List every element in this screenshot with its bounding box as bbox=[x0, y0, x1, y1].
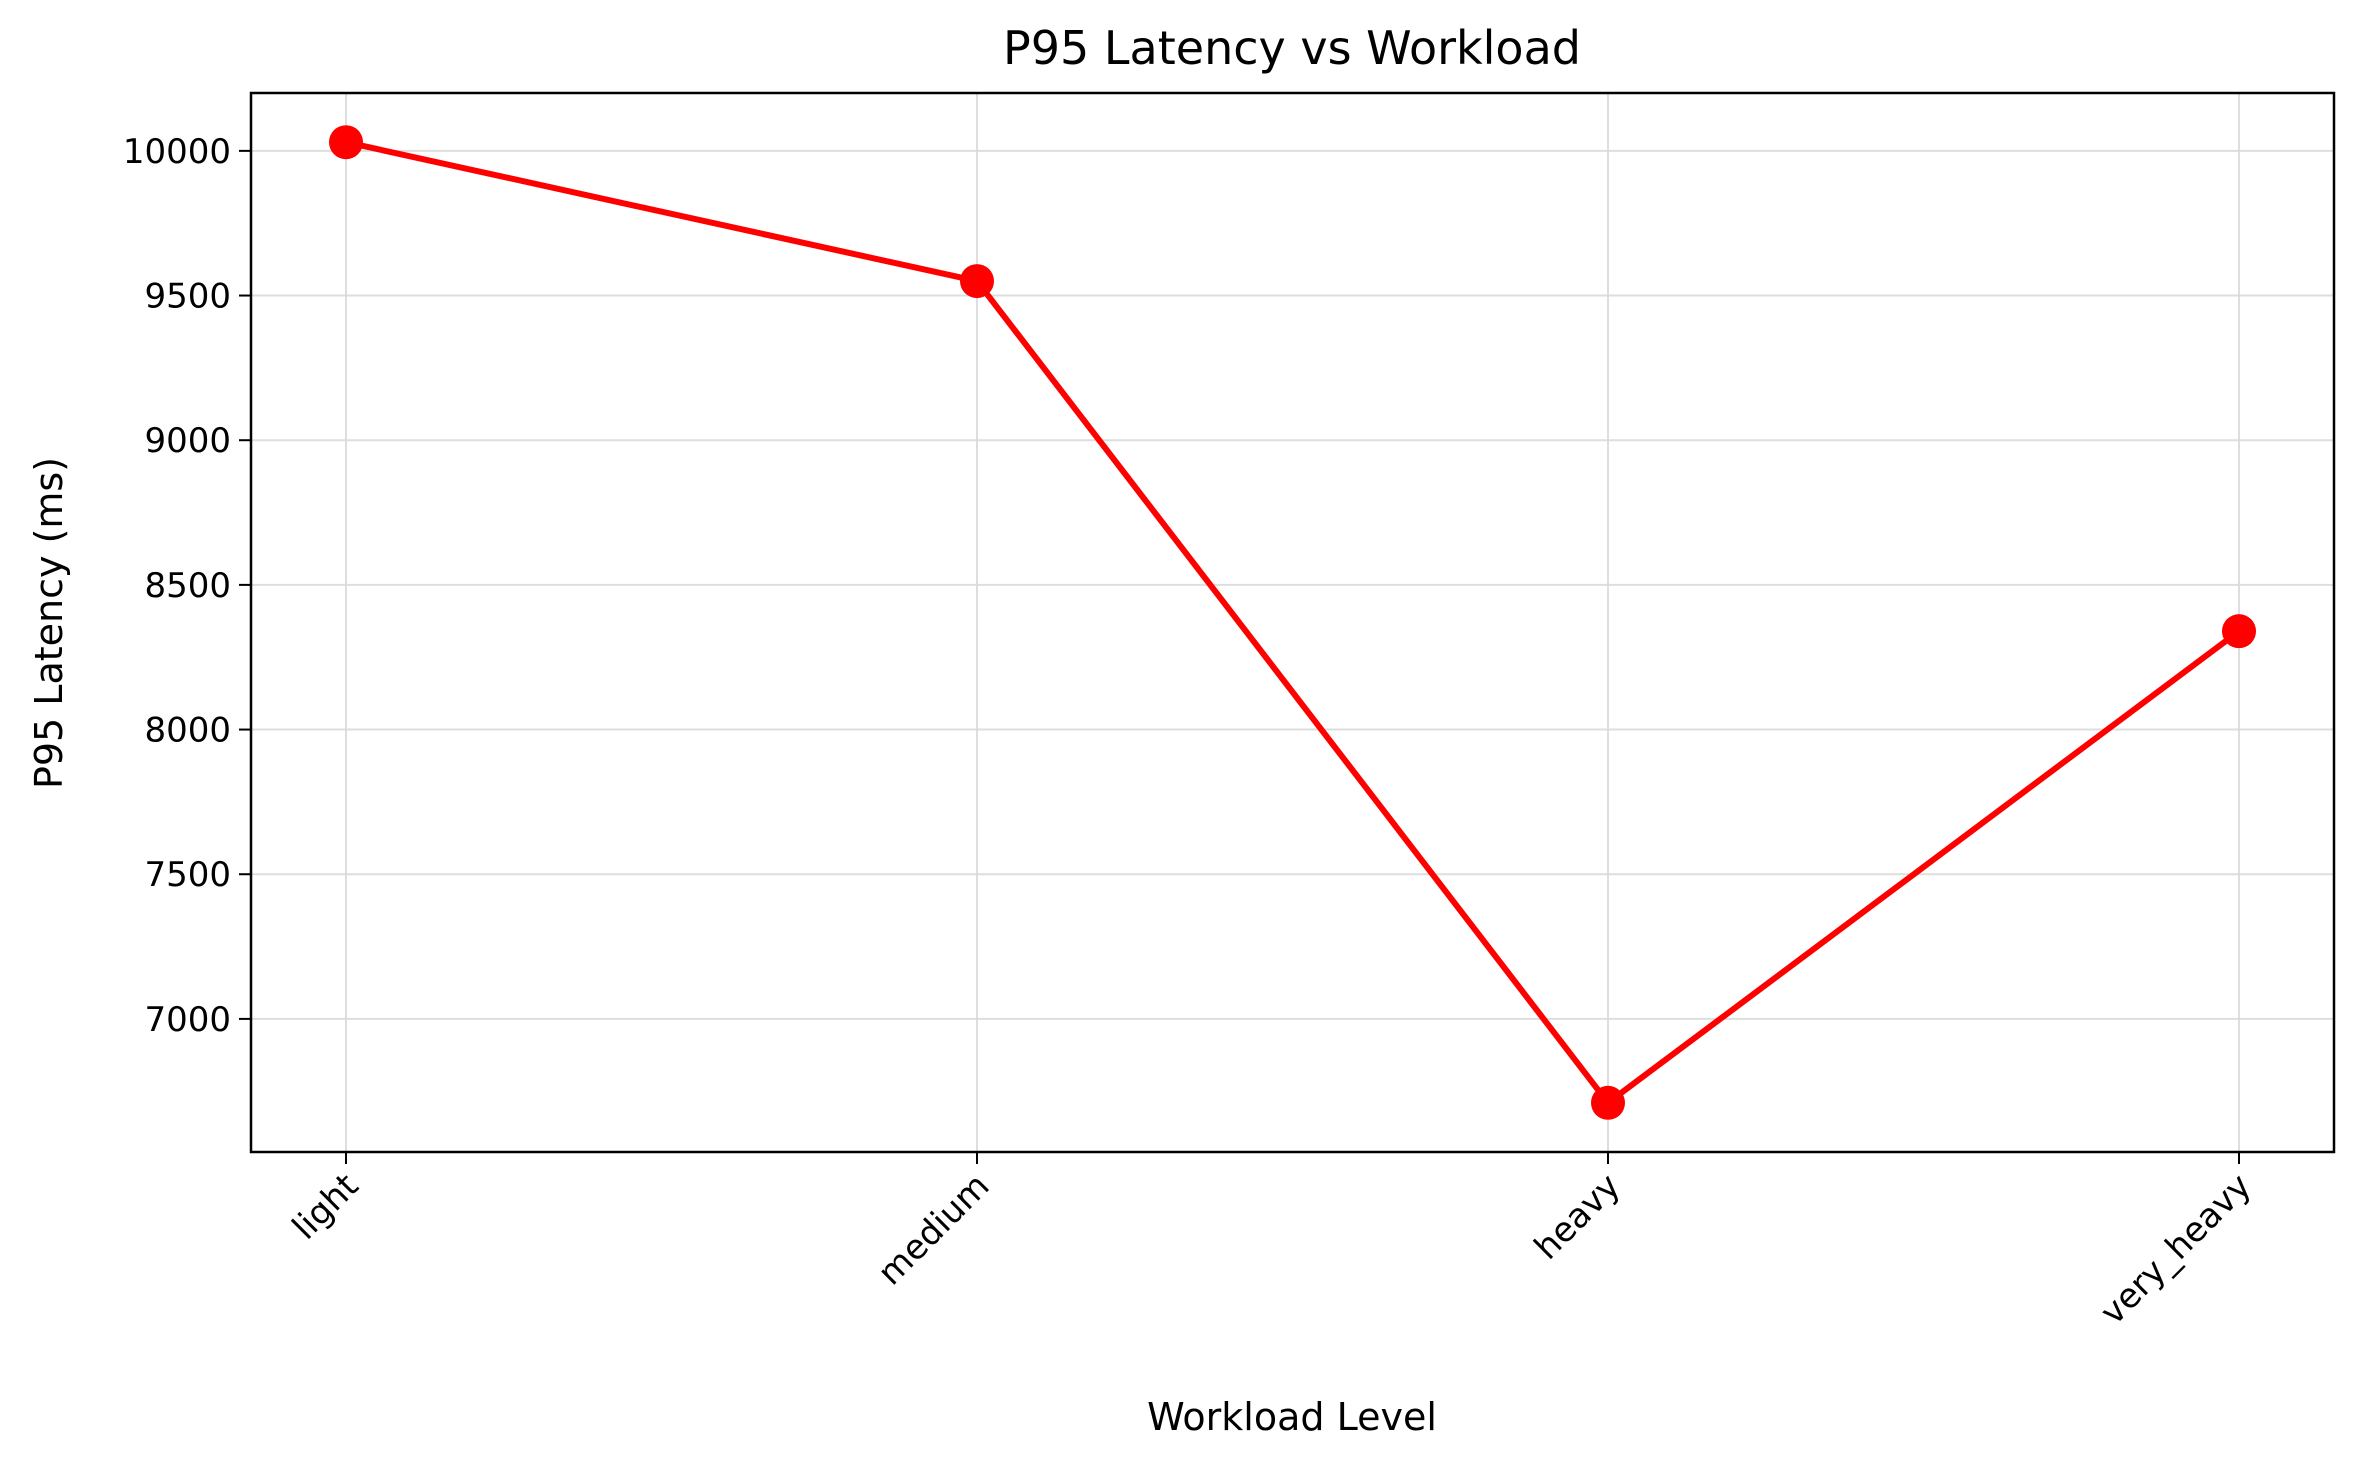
x-tick-label: medium bbox=[870, 1166, 997, 1293]
grid-layer bbox=[251, 93, 2334, 1152]
x-tick-label: very_heavy bbox=[2093, 1166, 2260, 1333]
data-point bbox=[2222, 614, 2256, 649]
y-tick-label: 9500 bbox=[144, 277, 231, 317]
y-tick-label: 8500 bbox=[144, 566, 231, 606]
y-tick-label: 8000 bbox=[144, 711, 231, 751]
series-line bbox=[343, 139, 2242, 1106]
data-point bbox=[960, 264, 994, 299]
data-point bbox=[329, 125, 363, 160]
x-tick-label: heavy bbox=[1527, 1166, 1629, 1268]
chart-title: P95 Latency vs Workload bbox=[1003, 21, 1581, 75]
y-tick-label: 7000 bbox=[144, 1000, 231, 1040]
y-tick-label: 10000 bbox=[123, 132, 231, 172]
y-tick-label: 9000 bbox=[144, 421, 231, 461]
x-tick-label: light bbox=[285, 1166, 367, 1248]
plot-frame bbox=[249, 91, 2336, 1154]
data-point bbox=[1591, 1085, 1625, 1120]
y-axis-label: P95 Latency (ms) bbox=[27, 457, 71, 789]
series-layer bbox=[329, 125, 2256, 1120]
x-axis-label: Workload Level bbox=[1147, 1395, 1437, 1439]
y-tick-label: 7500 bbox=[144, 855, 231, 895]
